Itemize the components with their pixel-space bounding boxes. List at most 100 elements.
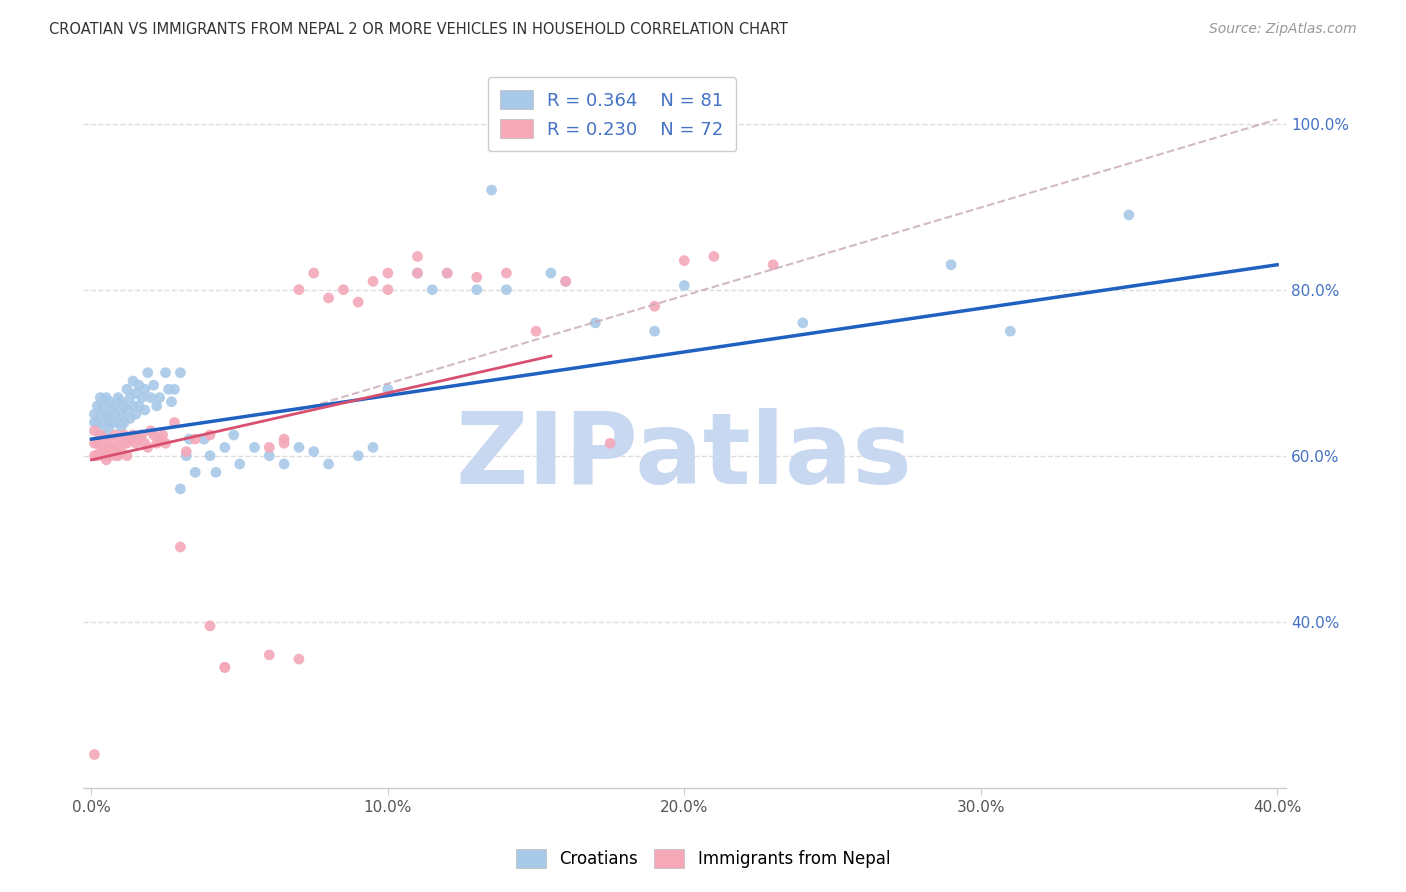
Point (495, 266, 517, 280)
Point (98, 411, 121, 425)
Point (198, 619, 221, 633)
Point (89, 444, 111, 458)
Point (112, 399, 135, 413)
Point (96, 432, 118, 446)
Point (101, 403, 124, 417)
Point (86, 436, 108, 450)
Point (122, 399, 145, 413)
Point (179, 432, 201, 446)
Point (89, 428, 111, 442)
Point (228, 457, 250, 471)
Point (107, 441, 129, 455)
Point (91, 449, 114, 463)
Point (91, 399, 114, 413)
Point (792, 316, 814, 330)
Point (134, 436, 156, 450)
Point (107, 391, 129, 405)
Point (83, 436, 105, 450)
Point (96, 391, 118, 405)
Point (142, 428, 165, 442)
Point (107, 416, 129, 430)
Point (104, 449, 127, 463)
Text: ZIPatlas: ZIPatlas (456, 408, 912, 505)
Point (163, 416, 186, 430)
Point (145, 399, 167, 413)
Point (110, 419, 132, 434)
Point (86, 399, 108, 413)
Point (184, 432, 207, 446)
Point (163, 382, 186, 396)
Point (406, 266, 429, 280)
Point (83, 449, 105, 463)
Point (436, 266, 458, 280)
Point (673, 253, 696, 268)
Point (139, 391, 162, 405)
Point (115, 403, 138, 417)
Point (169, 540, 191, 554)
Point (104, 407, 127, 421)
Point (157, 382, 180, 396)
Point (302, 266, 325, 280)
Point (83, 416, 105, 430)
Point (125, 407, 148, 421)
Point (465, 270, 488, 285)
Point (98, 394, 121, 409)
Point (98, 419, 121, 434)
Point (193, 432, 215, 446)
Point (145, 436, 167, 450)
Point (214, 441, 236, 455)
Point (214, 660, 236, 674)
Point (554, 274, 576, 288)
Point (89, 391, 111, 405)
Point (198, 449, 221, 463)
Point (91, 416, 114, 430)
Point (420, 283, 443, 297)
Point (152, 428, 174, 442)
Point (83, 747, 105, 762)
Point (176, 444, 198, 458)
Point (89, 424, 111, 438)
Legend: Croatians, Immigrants from Nepal: Croatians, Immigrants from Nepal (509, 843, 897, 875)
Point (361, 274, 384, 288)
Point (644, 299, 666, 313)
Point (96, 444, 118, 458)
Point (112, 436, 135, 450)
Point (110, 407, 132, 421)
Point (118, 411, 141, 425)
Point (939, 258, 962, 272)
Point (155, 366, 177, 380)
Point (98, 441, 121, 455)
Point (347, 449, 370, 463)
Point (160, 394, 183, 409)
Point (332, 283, 354, 297)
Point (318, 291, 340, 305)
Point (112, 416, 135, 430)
Point (377, 382, 399, 396)
Point (125, 436, 148, 450)
Point (128, 432, 150, 446)
Point (110, 394, 132, 409)
Point (136, 441, 159, 455)
Point (122, 374, 145, 388)
Point (89, 407, 111, 421)
Point (131, 391, 153, 405)
Point (540, 266, 562, 280)
Point (762, 258, 785, 272)
Point (554, 274, 576, 288)
Point (361, 441, 384, 455)
Point (83, 424, 105, 438)
Legend: R = 0.364    N = 81, R = 0.230    N = 72: R = 0.364 N = 81, R = 0.230 N = 72 (488, 77, 737, 151)
Point (222, 428, 245, 442)
Point (524, 324, 547, 338)
Point (149, 391, 172, 405)
Point (101, 444, 124, 458)
Point (273, 436, 295, 450)
Point (104, 428, 127, 442)
Point (259, 441, 281, 455)
Point (101, 416, 124, 430)
Point (139, 424, 162, 438)
Point (377, 283, 399, 297)
Point (184, 465, 207, 479)
Point (110, 432, 132, 446)
Point (128, 378, 150, 392)
